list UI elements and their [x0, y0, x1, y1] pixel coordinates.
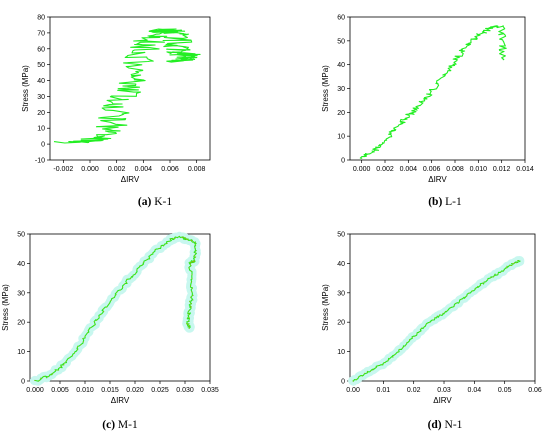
caption: (b) L-1 — [428, 196, 462, 208]
chart-panel-4: 0.00 0.01 0.02 0.03 0.04 0.05 0.06 0 10 20 30 40 50 Δ… — [321, 232, 542, 432]
caption-letter: (c) — [102, 419, 115, 431]
data-line — [359, 25, 507, 159]
y-axis-title: Stress (MPa) — [321, 65, 330, 112]
x-axis-title: ΔIRV — [121, 175, 140, 184]
y-tick-label: 20 — [337, 320, 345, 327]
y-axis-title: Stress (MPa) — [1, 284, 10, 331]
x-tick-label: 0.00 — [346, 387, 360, 394]
caption: (c) M-1 — [102, 419, 138, 431]
y-tick-label: 20 — [337, 110, 345, 117]
y-tick-label: 40 — [37, 78, 45, 85]
y-axis-title: Stress (MPa) — [21, 65, 30, 112]
data-line — [34, 235, 197, 382]
y-tick-label: 60 — [37, 46, 45, 53]
y-tick-label: 40 — [337, 62, 345, 69]
data-line-core — [34, 235, 197, 382]
x-tick-label: 0.05 — [498, 387, 512, 394]
x-tick-label: 0.015 — [101, 387, 119, 394]
y-tick-label: 0 — [341, 379, 345, 386]
y-tick-label: 30 — [37, 94, 45, 101]
caption: (a) K-1 — [138, 196, 172, 208]
y-tick-label: 0 — [41, 142, 45, 149]
y-axis-title: Stress (MPa) — [321, 284, 330, 331]
caption-label: N-1 — [445, 419, 463, 431]
x-tick-label: 0.012 — [493, 166, 511, 173]
x-tick-label: 0.004 — [135, 166, 153, 173]
x-tick-label: 0.002 — [108, 166, 126, 173]
chart-panel-1: -0.002 0.000 0.002 0.004 0.006 0.008 -10 0 10 20 3… — [21, 15, 211, 208]
y-tick-label: 80 — [37, 15, 45, 22]
x-tick-label: 0.006 — [161, 166, 179, 173]
y-tick-label: 20 — [37, 110, 45, 117]
x-tick-label: 0.005 — [51, 387, 69, 394]
y-tick-label: 10 — [337, 134, 345, 141]
caption-label: L-1 — [445, 196, 462, 208]
x-axis-title: ΔIRV — [433, 396, 452, 405]
y-tick-label: 40 — [17, 261, 25, 268]
x-tick-label: 0.000 — [81, 166, 99, 173]
plot-frame — [349, 16, 526, 161]
caption-label: M-1 — [118, 419, 138, 431]
y-tick-label: 70 — [37, 30, 45, 37]
x-tick-label: -0.002 — [53, 166, 73, 173]
plot-frame — [29, 233, 211, 382]
x-tick-label: 0.006 — [423, 166, 441, 173]
y-tick-label: 50 — [337, 38, 345, 45]
caption-label: K-1 — [154, 196, 172, 208]
plot-frame — [349, 233, 536, 382]
x-tick-label: 0.008 — [446, 166, 464, 173]
y-tick-label: 10 — [337, 349, 345, 356]
y-tick-label: 0 — [341, 158, 345, 165]
y-tick-label: 60 — [337, 15, 345, 22]
plot-frame — [49, 16, 211, 161]
data-halo — [348, 256, 525, 386]
x-tick-label: 0.03 — [437, 387, 451, 394]
x-tick-label: 0.000 — [26, 387, 44, 394]
x-axis-title: ΔIRV — [428, 175, 447, 184]
y-tick-label: 50 — [37, 62, 45, 69]
y-tick-label: 40 — [337, 261, 345, 268]
y-tick-label: 20 — [17, 320, 25, 327]
y-tick-label: 10 — [17, 349, 25, 356]
y-tick-label: 50 — [17, 232, 25, 239]
data-line — [53, 28, 201, 144]
chart-panel-2: 0.000 0.002 0.004 0.006 0.008 0.010 0.012 0.014… — [321, 15, 534, 209]
x-tick-label: 0.06 — [528, 387, 542, 394]
y-tick-label: 0 — [21, 379, 25, 386]
data-halo — [29, 231, 201, 386]
x-axis-title: ΔIRV — [111, 396, 130, 405]
x-tick-label: 0.01 — [377, 387, 391, 394]
x-tick-label: 0.010 — [470, 166, 488, 173]
x-tick-label: 0.035 — [201, 387, 219, 394]
x-tick-label: 0.020 — [126, 387, 144, 394]
x-tick-label: 0.004 — [400, 166, 418, 173]
x-tick-label: 0.000 — [353, 166, 371, 173]
x-tick-label: 0.025 — [151, 387, 169, 394]
y-tick-label: 30 — [337, 86, 345, 93]
caption: (d) N-1 — [428, 419, 463, 431]
x-tick-label: 0.02 — [407, 387, 421, 394]
caption-letter: (d) — [428, 419, 442, 431]
x-tick-label: 0.014 — [516, 166, 534, 173]
caption-letter: (a) — [138, 196, 152, 208]
y-tick-label: 10 — [37, 126, 45, 133]
data-line — [352, 260, 521, 382]
y-tick-label: 30 — [337, 290, 345, 297]
y-tick-label: 50 — [337, 232, 345, 239]
x-tick-label: 0.008 — [188, 166, 206, 173]
caption-letter: (b) — [428, 196, 442, 208]
y-tick-label: -10 — [35, 158, 45, 165]
y-tick-label: 30 — [17, 290, 25, 297]
x-tick-label: 0.04 — [468, 387, 482, 394]
x-tick-label: 0.030 — [176, 387, 194, 394]
x-tick-label: 0.010 — [76, 387, 94, 394]
chart-panel-3: 0.000 0.005 0.010 0.015 0.020 0.025 0.030 0.035… — [1, 232, 219, 432]
x-tick-label: 0.002 — [376, 166, 394, 173]
